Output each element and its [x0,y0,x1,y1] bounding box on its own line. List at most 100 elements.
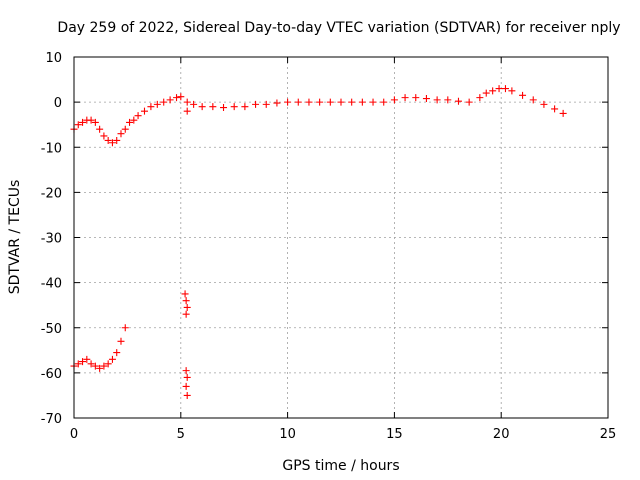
data-point [220,104,228,112]
axis-ticks: 0 5 10 15 20 25 10 0 -10 -20 -30 -40 -50 -60 -70 [41,51,617,442]
x-axis-label: GPS time / hours [282,458,399,474]
data-point [113,136,121,144]
data-point [444,96,452,104]
data-point [183,98,191,106]
data-point [166,96,174,104]
data-point [529,96,537,104]
data-point [134,112,142,120]
data-point [305,98,313,106]
data-point [454,97,462,105]
y-tick-label: 10 [45,51,62,66]
data-point [108,355,116,363]
x-tick-label: 0 [70,427,78,442]
data-point [83,355,91,363]
data-point [117,130,125,138]
data-point [519,91,527,99]
data-point [104,360,112,368]
data-point [422,95,430,103]
data-point [147,103,155,111]
y-tick-label: -40 [41,277,62,292]
data-point [476,94,484,102]
data-points [70,85,567,399]
data-point [79,118,87,126]
x-tick-label: 25 [600,427,617,442]
data-point [326,98,334,106]
data-point [108,139,116,147]
data-point [140,107,148,115]
data-point [183,391,191,399]
data-point [294,98,302,106]
data-point [508,87,516,95]
data-point [241,103,249,111]
plot-frame [73,56,609,419]
y-tick-label: -30 [41,232,62,247]
data-point [358,98,366,106]
data-point [209,103,217,111]
data-point [182,310,190,318]
chart-title: Day 259 of 2022, Sidereal Day-to-day VTE… [57,20,620,36]
data-point [369,98,377,106]
data-point [153,100,161,108]
data-point [316,98,324,106]
y-tick-label: -50 [41,322,62,337]
data-point [74,360,82,368]
data-point [183,303,191,311]
data-point [401,94,409,102]
data-point [126,118,134,126]
data-point [390,96,398,104]
data-point [465,98,473,106]
y-tick-label: -20 [41,186,62,201]
data-point [177,93,185,101]
data-point [501,85,509,93]
data-point [252,100,260,108]
y-tick-label: 0 [54,96,62,111]
data-point [117,337,125,345]
x-tick-label: 5 [177,427,185,442]
data-point [79,358,87,366]
y-tick-label: -70 [41,412,62,427]
data-point [540,100,548,108]
data-point [100,132,108,140]
data-point [91,362,99,370]
y-axis-label: SDTVAR / TECUs [7,180,23,295]
data-point [380,98,388,106]
data-point [262,100,270,108]
data-point [100,362,108,370]
data-point [182,367,190,375]
data-point [198,103,206,111]
data-point [412,94,420,102]
data-point [91,118,99,126]
data-point [337,98,345,106]
data-point [482,89,490,97]
data-point [433,96,441,104]
data-point [87,116,95,124]
x-tick-label: 15 [386,427,403,442]
x-tick-label: 20 [493,427,510,442]
data-point [559,109,567,117]
data-point [190,100,198,108]
data-point [113,349,121,357]
data-point [182,382,190,390]
data-point [230,103,238,111]
data-point [183,107,191,115]
data-point [182,297,190,305]
data-point [87,360,95,368]
y-tick-label: -10 [41,141,62,156]
data-point [495,85,503,93]
x-tick-label: 10 [279,427,296,442]
data-point [96,364,104,372]
data-point [104,136,112,144]
grid-lines [74,57,608,418]
data-point [160,98,168,106]
data-point [273,99,281,107]
data-point [130,116,138,124]
data-point [348,98,356,106]
data-point [284,98,292,106]
data-point [489,87,497,95]
data-point [183,373,191,381]
data-point [121,125,129,133]
y-tick-label: -60 [41,367,62,382]
data-point [74,121,82,129]
data-point [121,324,129,332]
